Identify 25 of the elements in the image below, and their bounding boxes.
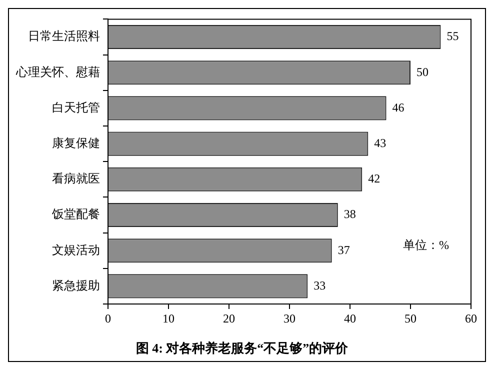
y-tick-label: 日常生活照料 (28, 29, 100, 44)
x-tick-label: 10 (162, 311, 174, 326)
data-label: 38 (344, 207, 356, 222)
y-tick-label: 白天托管 (52, 100, 100, 114)
y-tick-label: 看病就医 (52, 172, 100, 186)
x-tick-label: 60 (465, 311, 477, 326)
data-label: 33 (314, 278, 326, 292)
data-label: 55 (446, 29, 459, 44)
x-tick-label: 30 (284, 311, 296, 326)
x-tick-label: 0 (105, 311, 111, 326)
data-label: 37 (338, 242, 350, 257)
x-tick-label: 40 (344, 311, 356, 326)
y-tick-label: 心理关怀、慰藉 (15, 64, 100, 79)
x-tick-label: 20 (223, 311, 235, 326)
data-label: 50 (416, 64, 428, 79)
y-tick-label: 文娱活动 (52, 242, 100, 257)
data-label: 46 (392, 100, 404, 114)
y-tick-label: 康复保健 (52, 136, 100, 150)
text: 图 4: 对各种养老服务“不足够”的评价 (136, 340, 350, 356)
data-label: 42 (368, 172, 380, 186)
x-tick-label: 50 (404, 311, 416, 326)
annotation: 单位：% (403, 238, 449, 252)
data-label: 43 (374, 136, 386, 150)
y-tick-label: 饭堂配餐 (51, 207, 100, 222)
y-tick-label: 紧急援助 (52, 278, 100, 292)
